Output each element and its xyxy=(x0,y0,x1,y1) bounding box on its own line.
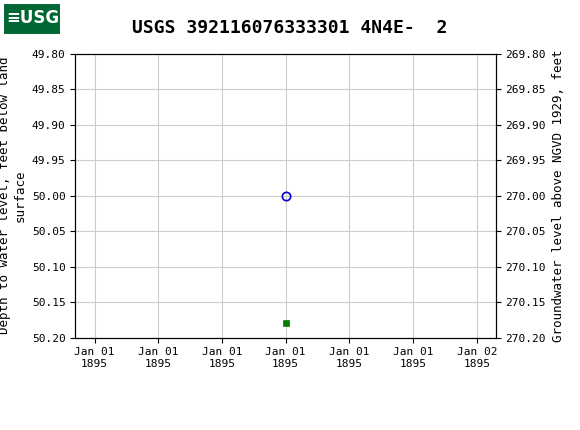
Text: ≡USGS: ≡USGS xyxy=(6,9,71,27)
Y-axis label: Groundwater level above NGVD 1929, feet: Groundwater level above NGVD 1929, feet xyxy=(552,49,565,342)
Text: USGS 392116076333301 4N4E-  2: USGS 392116076333301 4N4E- 2 xyxy=(132,19,448,37)
Y-axis label: Depth to water level, feet below land
surface: Depth to water level, feet below land su… xyxy=(0,57,26,335)
Bar xyxy=(3,3,61,35)
